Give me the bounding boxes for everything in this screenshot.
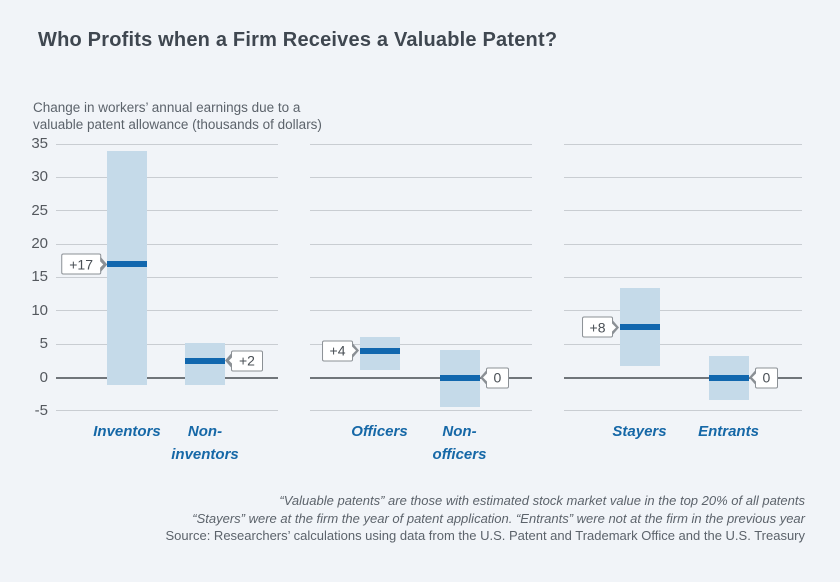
value-callout: 0 <box>485 367 510 388</box>
gridline <box>56 310 278 312</box>
y-tick-label: 20 <box>31 235 48 253</box>
footnote-source: Source: Researchers’ calculations using … <box>165 528 805 543</box>
estimate-line <box>107 261 147 268</box>
gridline <box>564 210 802 212</box>
value-callout: +4 <box>321 340 354 362</box>
y-tick-label: 30 <box>31 168 48 186</box>
gridline <box>564 176 802 178</box>
gridline <box>564 343 802 345</box>
callout-label: +2 <box>239 352 255 369</box>
chart-title: Who Profits when a Firm Receives a Valua… <box>38 29 558 51</box>
gridline <box>310 143 532 145</box>
estimate-line <box>619 324 660 331</box>
value-callout: +8 <box>581 316 614 338</box>
gridline <box>564 410 802 412</box>
value-callout: 0 <box>754 367 779 388</box>
category-label: Stayers <box>570 420 710 443</box>
gridline <box>564 243 802 245</box>
estimate-line <box>185 357 225 364</box>
y-tick-label: 25 <box>31 201 48 219</box>
gridline <box>56 343 278 345</box>
zero-line <box>56 376 278 379</box>
gridline <box>56 243 278 245</box>
callout-label: +8 <box>589 319 606 336</box>
category-label-line: inventors <box>171 446 239 463</box>
gridline <box>56 176 278 178</box>
category-label: Non-officers <box>390 420 530 466</box>
axis-description: Change in workers’ annual earnings due t… <box>33 99 322 133</box>
y-tick-label: 5 <box>39 335 48 353</box>
estimate-line <box>439 374 480 381</box>
category-label: Inventors <box>57 420 197 443</box>
gridline <box>564 276 802 278</box>
category-label-line: Entrants <box>698 423 759 440</box>
gridline <box>564 143 802 145</box>
category-label-line: Stayers <box>612 423 667 440</box>
range-band <box>185 342 225 385</box>
gridline <box>310 410 532 412</box>
footnote-line: “Stayers” were at the firm the year of p… <box>192 510 805 526</box>
gridline <box>310 210 532 212</box>
gridline <box>310 343 532 345</box>
category-label: Officers <box>310 420 450 443</box>
category-label-line: Non- <box>187 423 223 440</box>
zero-line <box>564 376 802 379</box>
callout-label: 0 <box>762 369 771 386</box>
callout-label: 0 <box>493 369 502 386</box>
gridline <box>56 210 278 212</box>
gridline <box>56 410 278 412</box>
value-callout: +2 <box>231 350 263 372</box>
range-band <box>107 150 147 386</box>
callout-label: +4 <box>329 342 346 359</box>
estimate-line <box>359 347 400 354</box>
y-tick-label: 0 <box>39 368 48 386</box>
footnote-line: “Valuable patents” are those with estima… <box>279 493 805 508</box>
category-label: Entrants <box>659 420 799 443</box>
y-tick-label: 35 <box>31 135 48 153</box>
category-label-line: Non- <box>442 423 477 440</box>
axis-description-line: valuable patent allowance (thousands of … <box>33 117 322 132</box>
gridline <box>310 310 532 312</box>
category-label-line: officers <box>432 446 487 463</box>
gridline <box>56 276 278 278</box>
estimate-line <box>708 374 749 381</box>
gridline <box>310 176 532 178</box>
category-label-line: Officers <box>351 423 408 440</box>
y-tick-label: 10 <box>31 301 48 319</box>
value-callout: +17 <box>61 253 101 275</box>
footnotes: “Valuable patents” are those with estima… <box>166 492 805 545</box>
gridline <box>310 243 532 245</box>
axis-description-line: Change in workers’ annual earnings due t… <box>33 100 301 115</box>
gridline <box>564 310 802 312</box>
y-tick-label: -5 <box>34 401 48 419</box>
category-label: Non-inventors <box>135 420 275 466</box>
zero-line <box>310 376 532 379</box>
gridline <box>310 276 532 278</box>
category-label-line: Inventors <box>93 423 161 440</box>
callout-label: +17 <box>69 256 93 273</box>
gridline <box>56 143 278 145</box>
y-tick-label: 15 <box>31 268 48 286</box>
